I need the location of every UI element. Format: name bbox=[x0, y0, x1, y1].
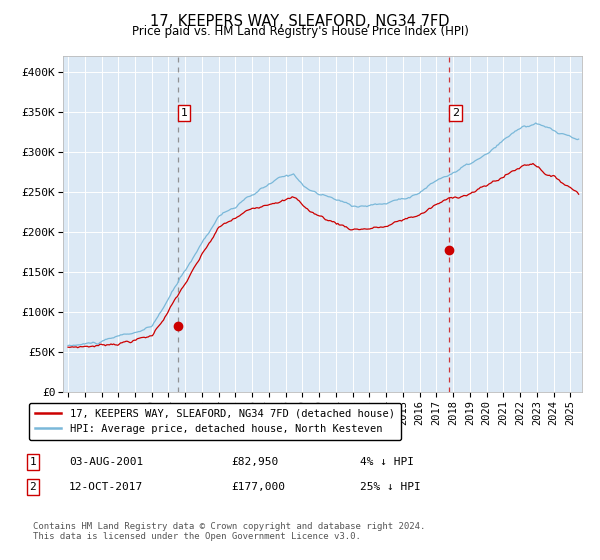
Text: 4% ↓ HPI: 4% ↓ HPI bbox=[360, 457, 414, 467]
Text: 25% ↓ HPI: 25% ↓ HPI bbox=[360, 482, 421, 492]
Text: 12-OCT-2017: 12-OCT-2017 bbox=[69, 482, 143, 492]
Text: Contains HM Land Registry data © Crown copyright and database right 2024.
This d: Contains HM Land Registry data © Crown c… bbox=[33, 522, 425, 542]
Text: 2: 2 bbox=[29, 482, 37, 492]
Text: Price paid vs. HM Land Registry's House Price Index (HPI): Price paid vs. HM Land Registry's House … bbox=[131, 25, 469, 38]
Text: 17, KEEPERS WAY, SLEAFORD, NG34 7FD: 17, KEEPERS WAY, SLEAFORD, NG34 7FD bbox=[150, 14, 450, 29]
Text: 1: 1 bbox=[181, 108, 188, 118]
Legend: 17, KEEPERS WAY, SLEAFORD, NG34 7FD (detached house), HPI: Average price, detach: 17, KEEPERS WAY, SLEAFORD, NG34 7FD (det… bbox=[29, 403, 401, 440]
Text: 2: 2 bbox=[452, 108, 459, 118]
Text: 03-AUG-2001: 03-AUG-2001 bbox=[69, 457, 143, 467]
Text: £82,950: £82,950 bbox=[231, 457, 278, 467]
Text: 1: 1 bbox=[29, 457, 37, 467]
Text: £177,000: £177,000 bbox=[231, 482, 285, 492]
